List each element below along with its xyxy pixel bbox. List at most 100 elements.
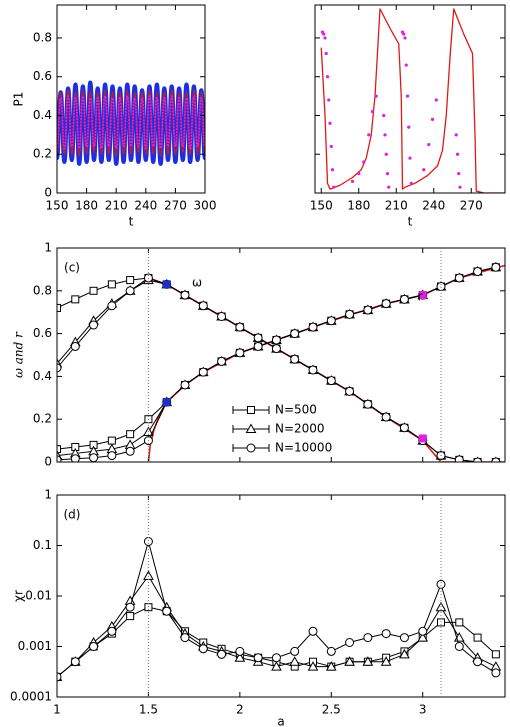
y-tick-label: 0.4: [33, 108, 52, 122]
marker-circle: [308, 365, 318, 375]
point: [405, 94, 410, 98]
annotation: ω: [192, 276, 202, 290]
highlight-square: [418, 291, 427, 300]
x-axis-label: a: [277, 715, 284, 727]
marker-circle: [290, 329, 300, 339]
x-tick-label: 270: [164, 199, 187, 213]
y-tick-label: 0.8: [33, 283, 52, 297]
point: [332, 185, 336, 189]
y-tick-label: 0: [44, 186, 52, 200]
point: [455, 152, 460, 156]
annotation: r: [418, 290, 423, 304]
marker-circle: [399, 633, 409, 643]
axes-frame: [56, 494, 506, 698]
marker-circle: [57, 672, 62, 682]
y-axis-label: P1: [12, 92, 26, 107]
y-axis-label: ω and r: [12, 331, 26, 378]
marker-circle: [454, 642, 464, 651]
x-tick-label: 210: [385, 199, 408, 213]
x-tick-label: 300: [194, 199, 217, 213]
marker-circle: [381, 629, 391, 639]
marker-circle: [235, 348, 245, 358]
point: [383, 133, 387, 137]
marker-triangle: [307, 661, 319, 671]
marker-circle: [491, 457, 501, 462]
marker-circle: [345, 638, 355, 648]
marker-circle: [491, 262, 501, 272]
point: [325, 75, 330, 79]
point: [322, 32, 326, 36]
marker-square: [107, 436, 116, 445]
marker-circle: [363, 399, 373, 409]
marker-circle: [363, 305, 373, 315]
point: [404, 63, 408, 67]
axes-frame: [56, 247, 506, 463]
plot-area: [320, 8, 505, 193]
marker-triangle: [271, 661, 282, 671]
marker-circle: [454, 455, 464, 462]
y-tick-label: 0.0001: [10, 690, 52, 704]
x-tick-label: 1.5: [139, 703, 158, 717]
x-tick-label: 3: [419, 703, 427, 717]
point: [385, 172, 390, 176]
marker-square: [126, 612, 135, 621]
y-tick-label: 0: [44, 455, 52, 469]
marker-circle: [271, 653, 281, 663]
y-tick-label: 0.8: [33, 30, 52, 44]
marker-circle: [70, 657, 80, 667]
marker-circle: [381, 299, 391, 309]
marker-circle: [162, 606, 172, 616]
marker-circle: [143, 537, 153, 547]
marker-circle: [326, 316, 336, 326]
marker-triangle: [245, 423, 257, 433]
x-tick-label: 150: [310, 199, 333, 213]
marker-circle: [473, 657, 483, 667]
legend-label: N=10000: [275, 441, 332, 455]
point: [382, 113, 386, 118]
marker-triangle: [417, 632, 429, 642]
point: [329, 144, 333, 149]
highlight-square: [418, 434, 427, 443]
annotation: (c): [64, 261, 80, 275]
marker-square: [57, 445, 61, 454]
marker-triangle: [289, 656, 301, 666]
marker-circle: [235, 646, 245, 656]
marker-circle: [418, 626, 428, 636]
marker-circle: [399, 294, 409, 304]
marker-circle: [308, 322, 318, 332]
marker-circle: [436, 282, 446, 292]
marker-circle: [473, 457, 483, 462]
point: [324, 51, 328, 56]
marker-triangle: [380, 656, 392, 666]
marker-circle: [253, 333, 263, 343]
marker-circle: [326, 376, 336, 386]
marker-circle: [125, 602, 135, 612]
series-line: [320, 8, 505, 193]
y-axis-label: χr: [12, 590, 26, 602]
y-tick-label: 0.001: [18, 639, 52, 653]
marker-circle: [198, 644, 208, 654]
marker-circle: [125, 286, 135, 296]
marker-circle: [381, 412, 391, 422]
marker-circle: [308, 626, 318, 636]
marker-square: [491, 650, 500, 659]
marker-circle: [399, 423, 409, 433]
axes-frame: [314, 4, 506, 194]
marker-triangle: [325, 661, 337, 671]
point: [409, 181, 413, 185]
marker-circle: [107, 451, 117, 461]
point: [387, 185, 391, 189]
x-tick-label: 2: [236, 703, 244, 717]
marker-square: [126, 276, 135, 285]
axes-frame: [56, 4, 206, 194]
plot-area: [57, 537, 502, 682]
point: [403, 36, 407, 40]
marker-circle: [345, 386, 355, 396]
marker-circle: [326, 646, 336, 656]
marker-circle: [217, 356, 227, 366]
marker-square: [126, 430, 135, 439]
marker-triangle: [344, 656, 355, 666]
x-tick-label: 240: [422, 199, 445, 213]
